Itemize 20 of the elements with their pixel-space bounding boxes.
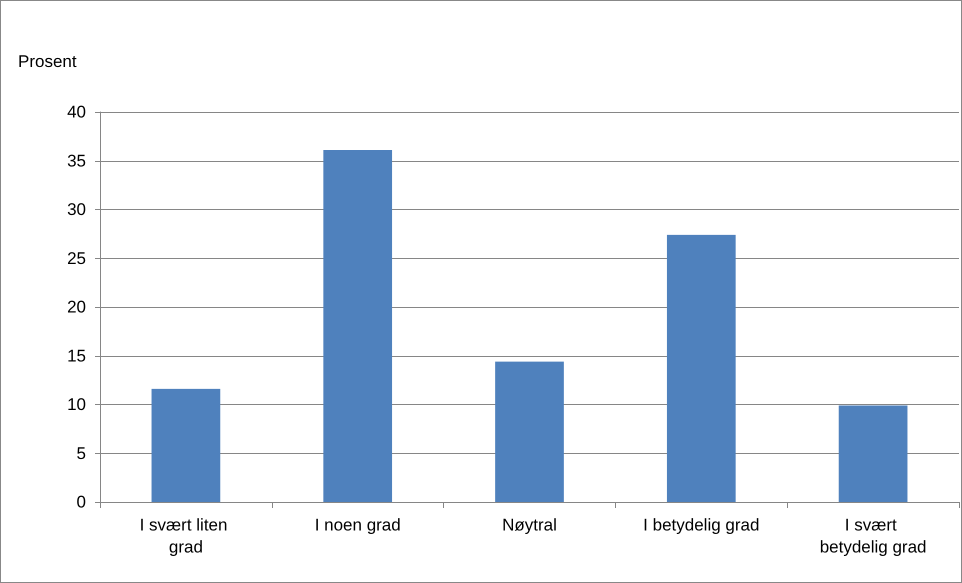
bar [666, 234, 736, 502]
y-tick-label: 35 [67, 151, 86, 170]
bar [323, 150, 392, 502]
y-tick-label: 20 [67, 298, 86, 316]
x-tick-label: I svært betydelig grad [820, 516, 927, 556]
y-tick-label: 10 [67, 395, 86, 414]
y-axis-title: Prosent [18, 52, 77, 71]
x-tick-label: I noen grad [314, 516, 401, 534]
y-tick-label: 25 [67, 248, 86, 268]
bar [838, 405, 908, 502]
y-tick-label: 40 [67, 102, 86, 122]
x-tick-label: Nøytral [502, 516, 557, 534]
y-tick-label: 15 [67, 346, 86, 366]
bar [495, 362, 564, 502]
x-tick-label: I svært liten grad [140, 516, 232, 556]
x-tick-label: I betydelig grad [643, 516, 760, 534]
y-tick-label: 5 [76, 444, 86, 463]
y-tick-label: 30 [67, 200, 86, 219]
bar [152, 388, 220, 502]
y-tick-label: 0 [76, 492, 86, 512]
